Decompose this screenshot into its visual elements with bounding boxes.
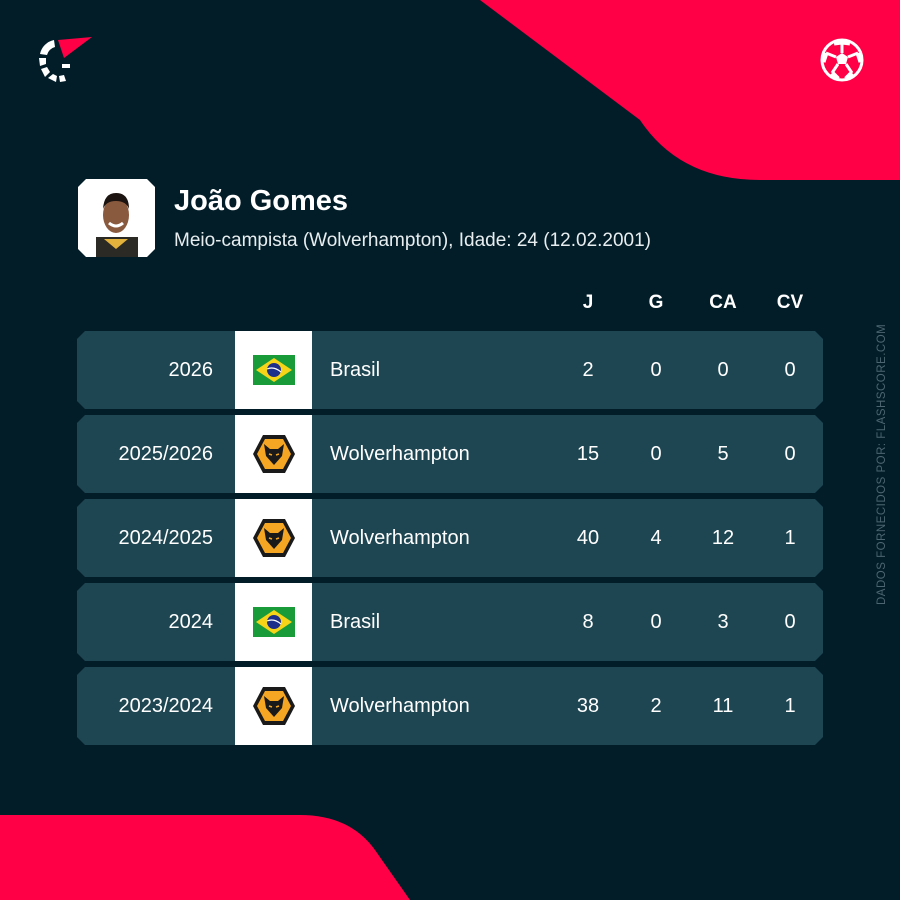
season: 2024 xyxy=(168,611,214,633)
player-subtitle: Meio-campista (Wolverhampton), Idade: 24… xyxy=(174,230,652,251)
team-name: Brasil xyxy=(330,611,381,633)
header-games: J xyxy=(582,292,594,313)
yellow-cards-value: 12 xyxy=(711,527,735,549)
team-name: Wolverhampton xyxy=(330,443,470,465)
goals-value: 0 xyxy=(650,359,662,381)
team-name: Wolverhampton xyxy=(330,695,470,717)
games-value: 2 xyxy=(582,359,594,381)
goals-value: 4 xyxy=(650,527,662,549)
stats-row: 2024 Brasil 8 0 3 0 xyxy=(77,583,823,661)
yellow-cards-value: 11 xyxy=(712,695,734,717)
season: 2025/2026 xyxy=(118,443,213,465)
red-cards-value: 1 xyxy=(784,695,796,717)
games-value: 8 xyxy=(582,611,594,633)
stats-row: 2026 Brasil 2 0 0 0 xyxy=(77,331,823,409)
yellow-cards-value: 0 xyxy=(717,359,729,381)
player-avatar xyxy=(78,179,155,257)
wolves-crest-icon xyxy=(235,667,312,745)
red-cards-value: 1 xyxy=(784,527,796,549)
yellow-cards-value: 3 xyxy=(717,611,729,633)
header-yellow-cards: CA xyxy=(709,292,737,313)
season: 2026 xyxy=(168,359,214,381)
brazil-flag-icon xyxy=(235,331,312,409)
stats-row: 2025/2026 Wolverhampton 15 0 5 0 xyxy=(77,415,823,493)
team-name: Wolverhampton xyxy=(330,527,470,549)
goals-value: 0 xyxy=(650,443,662,465)
yellow-cards-value: 5 xyxy=(717,443,729,465)
brazil-flag-icon xyxy=(235,583,312,661)
season: 2024/2025 xyxy=(118,527,213,549)
games-value: 40 xyxy=(576,527,600,549)
wolves-crest-icon xyxy=(235,499,312,577)
games-value: 38 xyxy=(576,695,600,717)
wolves-crest-icon xyxy=(235,415,312,493)
header-red-cards: CV xyxy=(776,292,804,313)
player-name: João Gomes xyxy=(174,185,349,217)
season: 2023/2024 xyxy=(118,695,213,717)
red-cards-value: 0 xyxy=(784,611,796,633)
goals-value: 0 xyxy=(650,611,662,633)
red-cards-value: 0 xyxy=(784,359,796,381)
stats-row: 2024/2025 Wolverhampton 40 4 12 1 xyxy=(77,499,823,577)
goals-value: 2 xyxy=(650,695,662,717)
team-name: Brasil xyxy=(330,359,381,381)
red-cards-value: 0 xyxy=(784,443,796,465)
games-value: 15 xyxy=(576,443,600,465)
flashscore-logo-icon xyxy=(39,37,92,82)
data-credit: DADOS FORNECIDOS POR: FLASHSCORE.COM xyxy=(876,323,888,605)
header-goals: G xyxy=(648,292,664,313)
football-icon xyxy=(820,38,864,82)
stats-row: 2023/2024 Wolverhampton 38 2 11 1 xyxy=(77,667,823,745)
